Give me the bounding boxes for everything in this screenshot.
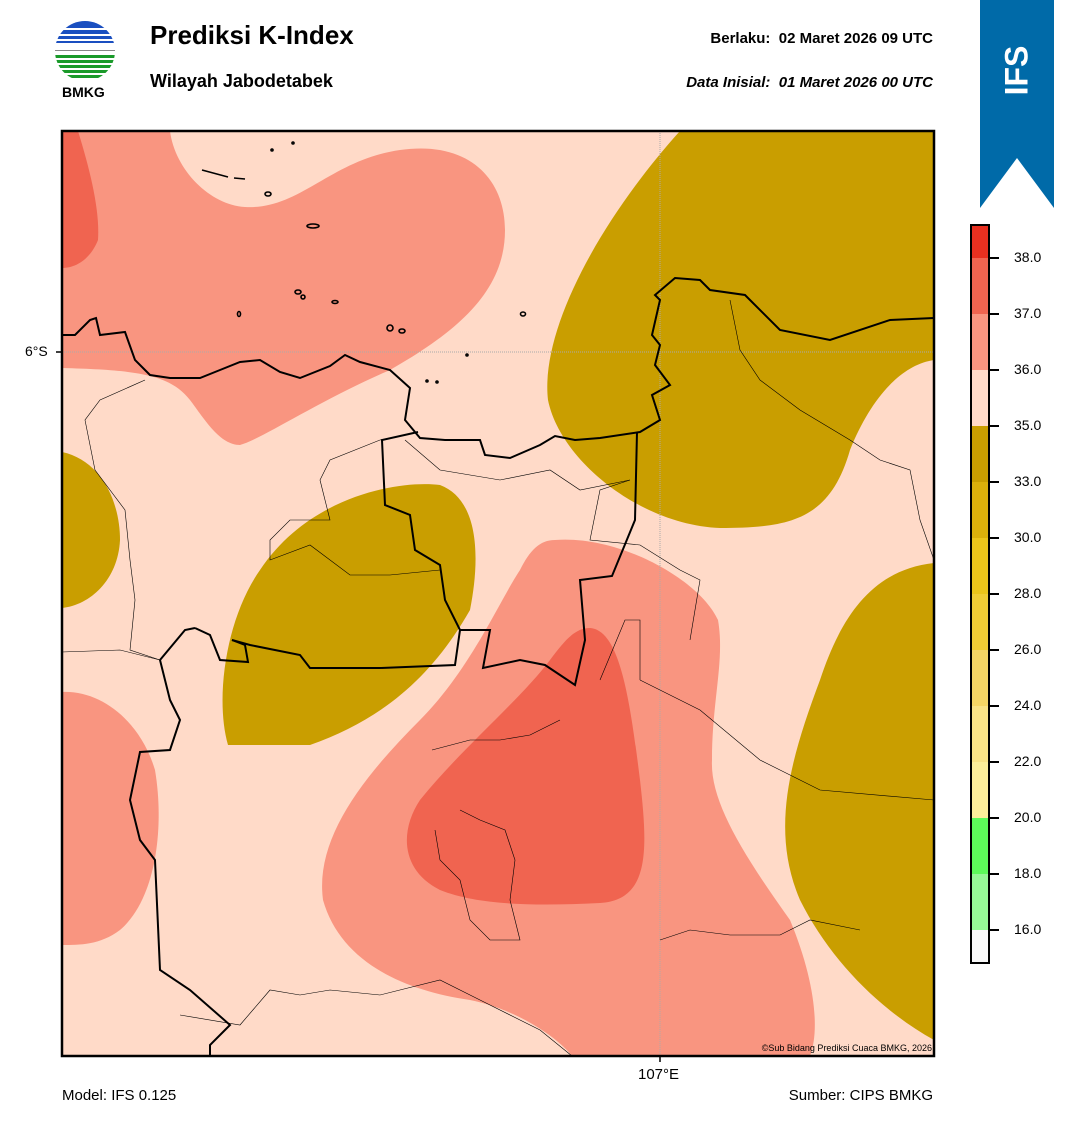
colorbar-segment xyxy=(972,706,988,762)
model-label: Model: IFS 0.125 xyxy=(62,1087,177,1104)
colorbar-tick xyxy=(990,761,999,763)
colorbar-label: 24.0 xyxy=(1014,697,1042,713)
bmkg-logo-icon xyxy=(55,21,115,78)
colorbar-label: 18.0 xyxy=(1014,865,1042,881)
colorbar-segment xyxy=(972,818,988,874)
colorbar-tick xyxy=(990,313,999,315)
valid-time: Berlaku: 02 Maret 2026 09 UTC xyxy=(710,30,933,47)
colorbar-label: 16.0 xyxy=(1014,921,1042,937)
colorbar-tick xyxy=(990,481,999,483)
page-title: Prediksi K-Index xyxy=(150,20,354,50)
lon-label: 107°E xyxy=(638,1066,680,1083)
page-subtitle: Wilayah Jabodetabek xyxy=(150,71,333,91)
colorbar-tick xyxy=(990,705,999,707)
colorbar-label: 38.0 xyxy=(1014,249,1042,265)
colorbar xyxy=(970,224,990,964)
k-region-37-38 xyxy=(62,131,99,268)
colorbar-tick xyxy=(990,649,999,651)
colorbar-segment xyxy=(972,762,988,818)
colorbar-label: 22.0 xyxy=(1014,753,1042,769)
colorbar-segment xyxy=(972,594,988,650)
colorbar-segment xyxy=(972,258,988,314)
colorbar-segment xyxy=(972,226,988,258)
k-region-33-35 xyxy=(785,563,934,1040)
colorbar-label: 20.0 xyxy=(1014,809,1042,825)
copyright-text: ©Sub Bidang Prediksi Cuaca BMKG, 2026 xyxy=(761,1043,932,1053)
colorbar-segment xyxy=(972,874,988,930)
colorbar-segment xyxy=(972,370,988,426)
lat-label: 6°S xyxy=(25,343,48,359)
colorbar-segment xyxy=(972,930,988,962)
k-region-33-35 xyxy=(62,452,120,608)
k-region-36-37 xyxy=(62,691,159,945)
colorbar-tick xyxy=(990,929,999,931)
k-region-37-38 xyxy=(406,628,645,905)
colorbar-tick xyxy=(990,257,999,259)
colorbar-label: 37.0 xyxy=(1014,305,1042,321)
colorbar-tick xyxy=(990,369,999,371)
colorbar-tick xyxy=(990,537,999,539)
colorbar-segment xyxy=(972,650,988,706)
colorbar-label: 28.0 xyxy=(1014,585,1042,601)
colorbar-label: 36.0 xyxy=(1014,361,1042,377)
colorbar-tick xyxy=(990,425,999,427)
source-label: Sumber: CIPS BMKG xyxy=(788,1087,933,1104)
colorbar-tick xyxy=(990,817,999,819)
colorbar-tick xyxy=(990,873,999,875)
k-region-33-35 xyxy=(222,484,476,745)
colorbar-segment xyxy=(972,426,988,482)
colorbar-label: 26.0 xyxy=(1014,641,1042,657)
k-region-36-37 xyxy=(62,131,505,445)
colorbar-segment xyxy=(972,314,988,370)
map-frame xyxy=(60,129,936,1058)
colorbar-label: 35.0 xyxy=(1014,417,1042,433)
logo-text: BMKG xyxy=(62,84,105,100)
district-boundaries xyxy=(62,299,934,1056)
colorbar-label: 30.0 xyxy=(1014,529,1042,545)
ifs-ribbon-icon xyxy=(980,0,1054,208)
coastline-and-province-boundaries xyxy=(62,276,934,1056)
colorbar-label: 33.0 xyxy=(1014,473,1042,489)
colorbar-tick xyxy=(990,593,999,595)
colorbar-segment xyxy=(972,538,988,594)
colorbar-segment xyxy=(972,482,988,538)
init-time: Data Inisial: 01 Maret 2026 00 UTC xyxy=(686,74,933,91)
islands xyxy=(201,141,527,384)
